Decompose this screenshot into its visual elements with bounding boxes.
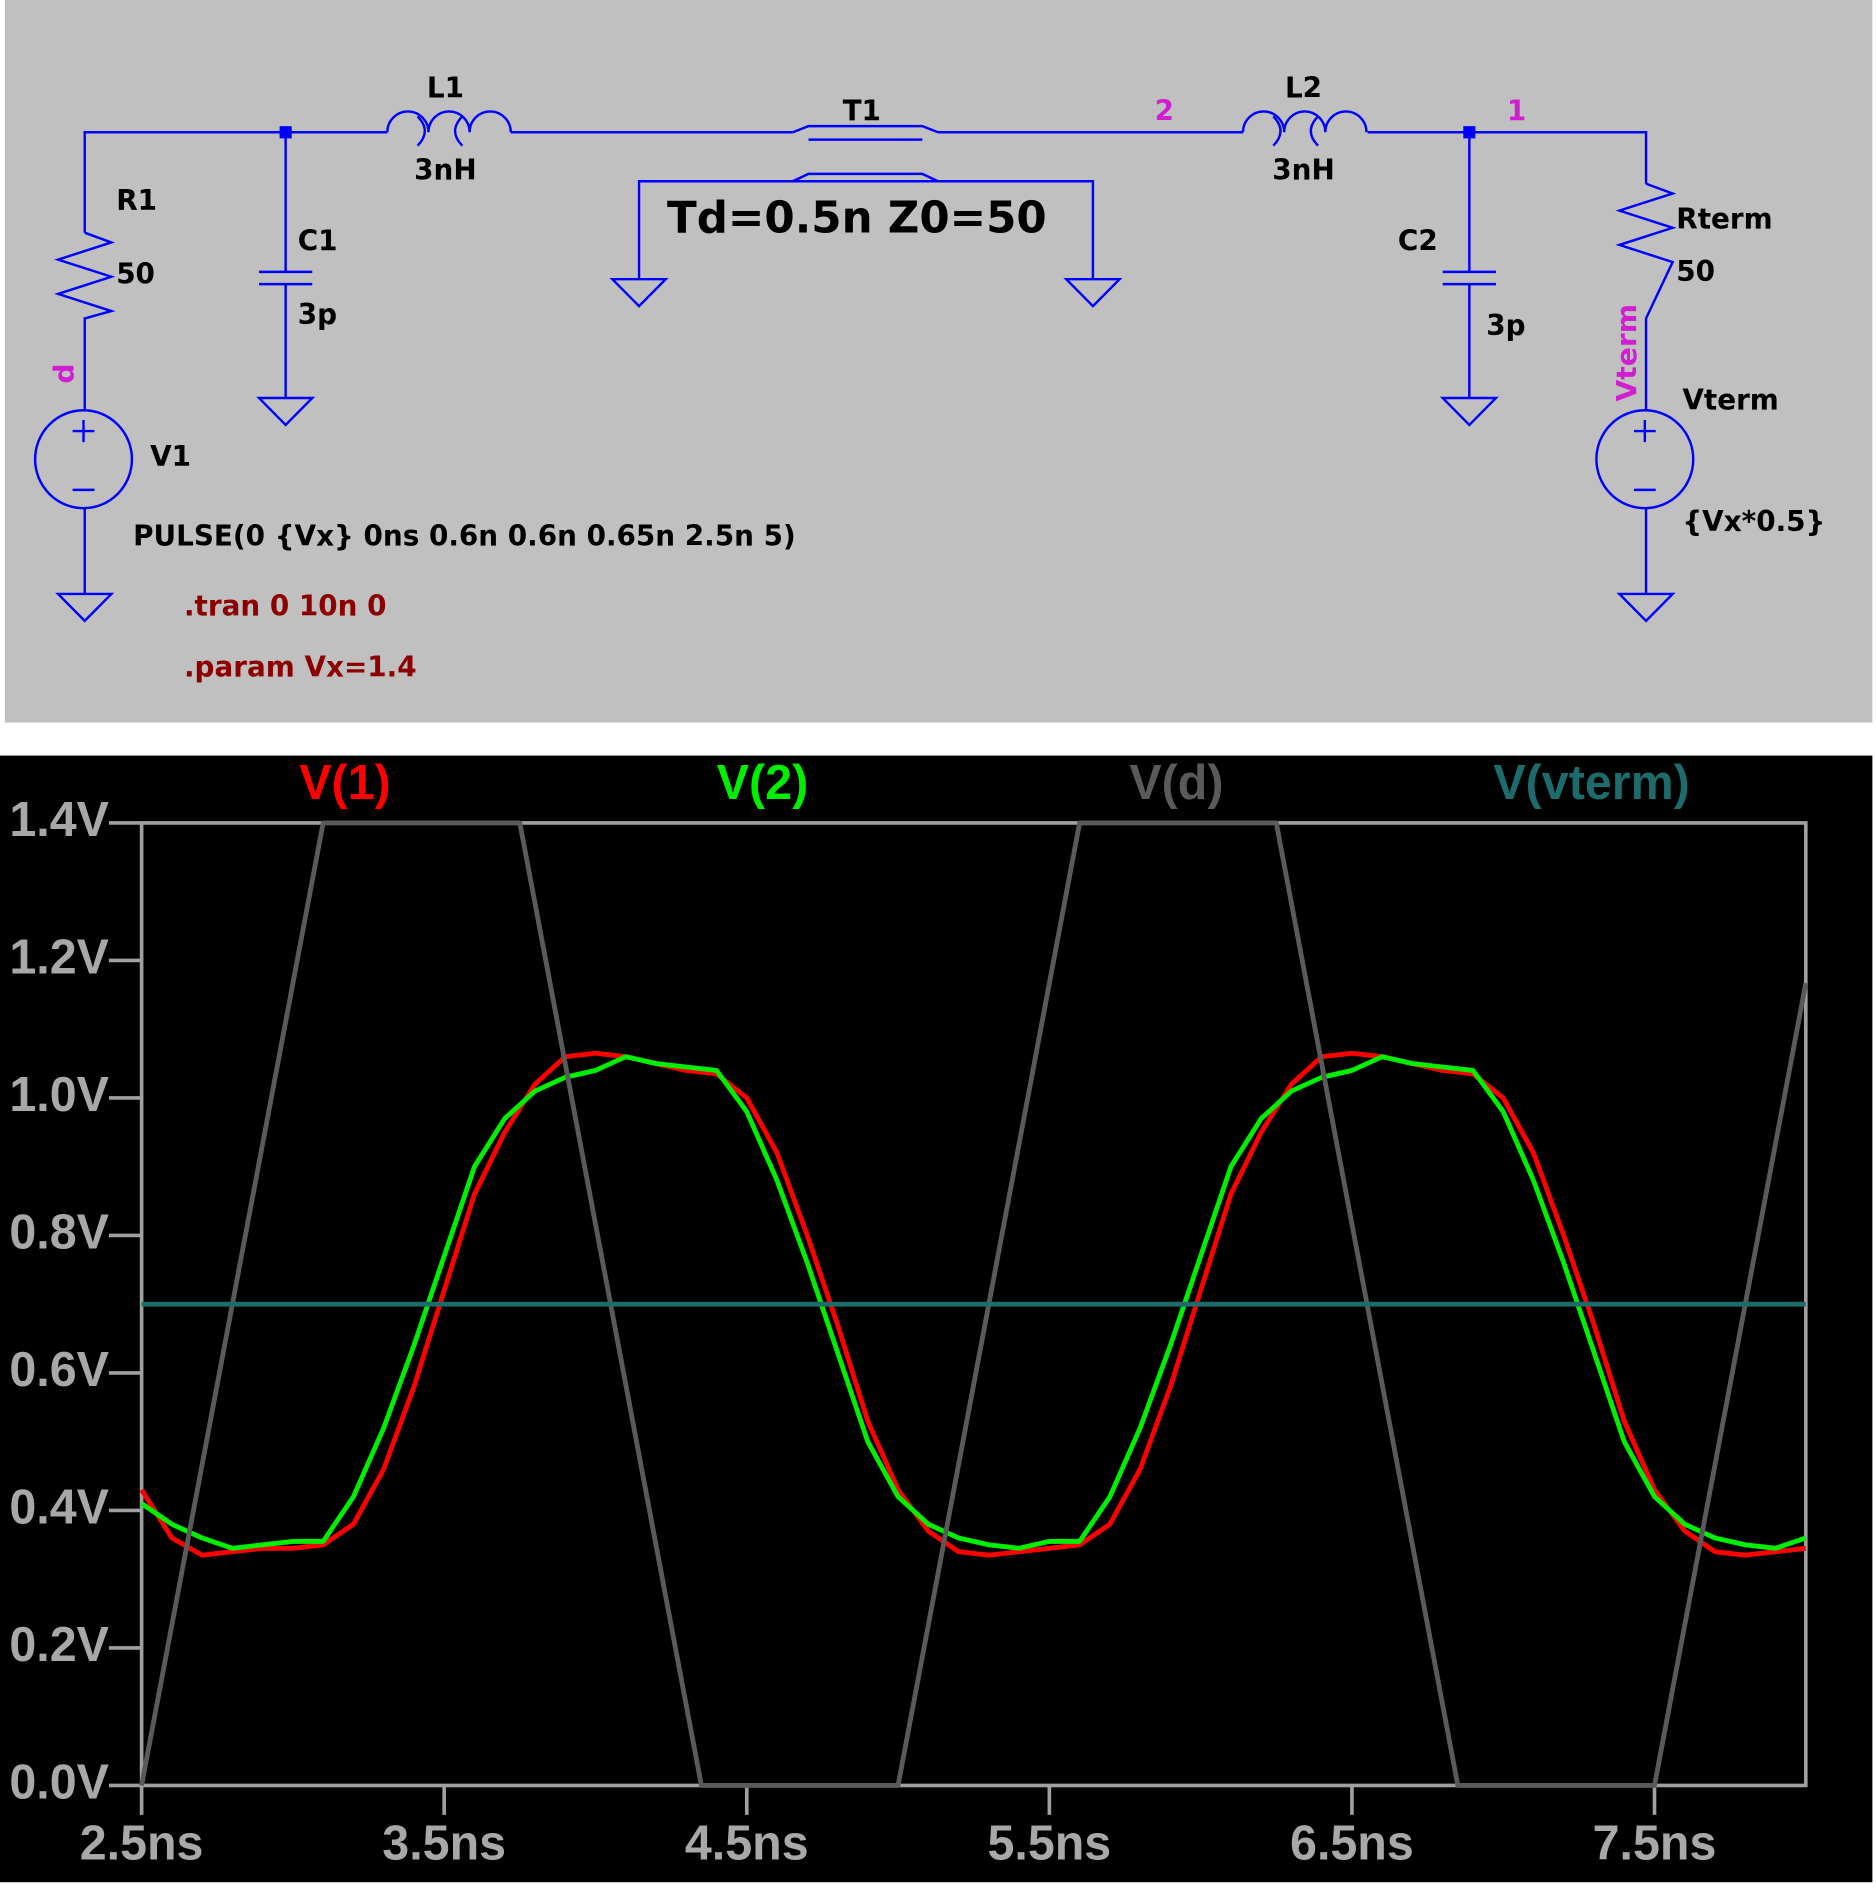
component-label: Vterm: [1682, 384, 1778, 417]
component-value: Td=0.5n Z0=50: [667, 192, 1047, 243]
component-label: C2: [1398, 224, 1438, 257]
series-line: [140, 1054, 1807, 1551]
component-label: C1: [298, 224, 338, 257]
component-value: 3p: [298, 298, 337, 331]
component-label: L2: [1285, 71, 1322, 104]
node-label: 2: [1155, 95, 1174, 128]
component-value: 3nH: [414, 153, 476, 186]
y-tick-label: 0.6V: [9, 1343, 109, 1397]
y-tick-label: 1.0V: [9, 1068, 109, 1122]
spice-directive: .tran 0 10n 0: [184, 589, 387, 622]
component-label: Rterm: [1676, 202, 1772, 235]
component-label: T1: [843, 95, 881, 128]
x-tick-label: 5.5ns: [987, 1816, 1111, 1870]
legend-entry: V(1): [299, 756, 390, 810]
component-value: PULSE(0 {Vx} 0ns 0.6n 0.6n 0.65n 2.5n 5): [133, 519, 796, 552]
component-label: V1: [150, 440, 191, 473]
node-label: Vterm: [1610, 304, 1643, 402]
component-value: 3p: [1486, 309, 1525, 342]
component-label: L1: [427, 71, 464, 104]
x-tick-label: 2.5ns: [80, 1816, 204, 1870]
y-tick-label: 1.2V: [9, 930, 109, 984]
component-label: R1: [116, 184, 157, 217]
node-label: d: [47, 363, 80, 383]
legend-entry: V(vterm): [1493, 756, 1689, 810]
component-value: {Vx*0.5}: [1682, 505, 1825, 538]
component-value: 50: [1676, 255, 1715, 288]
legend-entry: V(2): [717, 756, 808, 810]
plot: 0.0V 0.2V 0.4V 0.6V 0.8V 1.0V 1.2V 1.4V 2.5ns 3.5…: [9, 756, 1809, 1871]
legend-entry: V(d): [1129, 756, 1223, 810]
series-line: [139, 1050, 1807, 1558]
component-value: 3nH: [1272, 153, 1334, 186]
x-tick-label: 3.5ns: [382, 1816, 506, 1870]
component-value: 50: [116, 257, 155, 290]
y-tick-label: 0.2V: [9, 1618, 109, 1672]
x-tick-label: 4.5ns: [685, 1816, 809, 1870]
x-tick-label: 6.5ns: [1290, 1816, 1414, 1870]
schematic-background: [4, 0, 1873, 723]
node-label: 1: [1507, 95, 1526, 128]
schematic-wires: [33, 110, 1695, 623]
y-tick-label: 0.0V: [9, 1755, 109, 1809]
plot-background: [0, 755, 1873, 1883]
y-tick-label: 1.4V: [9, 793, 109, 847]
y-tick-label: 0.4V: [9, 1480, 109, 1534]
x-tick-label: 7.5ns: [1593, 1816, 1717, 1870]
spice-directive: .param Vx=1.4: [184, 651, 417, 684]
y-tick-label: 0.8V: [9, 1205, 109, 1259]
